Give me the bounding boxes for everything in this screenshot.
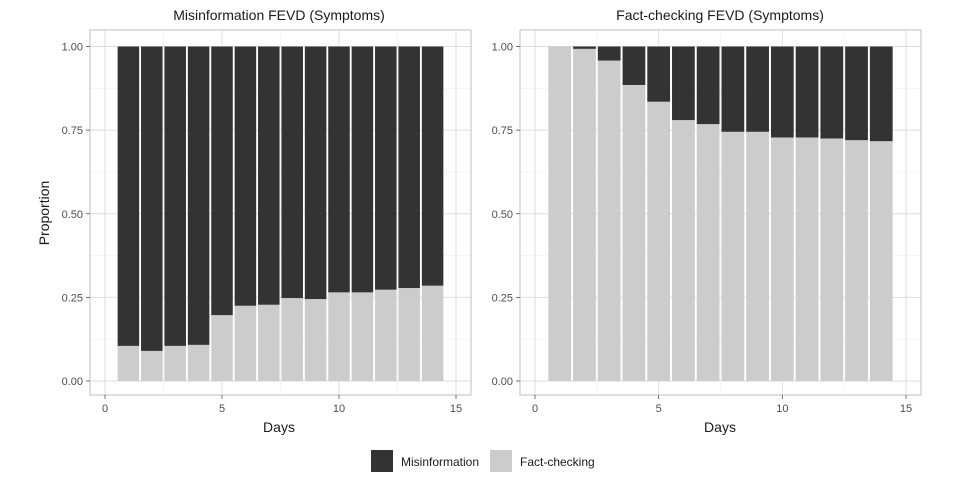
bar-stack-group — [117, 46, 444, 381]
x-axis-ticks: 0 5 10 15 — [532, 395, 912, 415]
x-tick-label: 10 — [333, 403, 345, 415]
legend: Misinformation Fact-checking — [371, 450, 595, 472]
y-tick-label: 0.00 — [492, 376, 513, 388]
bar-fact-checking — [421, 285, 444, 381]
bar-fact-checking — [351, 292, 374, 381]
bar-fact-checking — [770, 137, 794, 381]
bar-misinformation — [164, 46, 186, 346]
bar-stack-group — [548, 46, 893, 382]
x-tick-label: 5 — [219, 403, 225, 415]
bar-fact-checking — [820, 138, 844, 381]
x-tick-label: 5 — [656, 403, 662, 415]
bar-misinformation — [351, 46, 374, 293]
bar-misinformation — [795, 46, 819, 138]
bar-fact-checking — [375, 289, 397, 381]
bar-misinformation — [141, 46, 163, 351]
bar-fact-checking — [647, 101, 671, 381]
bar-misinformation — [573, 46, 596, 49]
bar-misinformation — [845, 46, 868, 141]
y-tick-label: 0.75 — [492, 125, 513, 137]
x-tick-label: 10 — [776, 403, 788, 415]
panel-border — [89, 29, 472, 396]
bar-fact-checking — [234, 305, 257, 381]
bar-fact-checking — [258, 304, 280, 381]
y-tick-label: 1.00 — [62, 42, 83, 54]
bar-fact-checking — [795, 137, 819, 381]
bar-fact-checking — [573, 48, 596, 382]
bar-fact-checking — [304, 299, 327, 381]
bar-fact-checking — [548, 46, 572, 381]
legend-swatch-misinformation — [371, 450, 393, 472]
bar-misinformation — [281, 46, 303, 299]
y-tick-label: 0.00 — [62, 376, 83, 388]
bar-misinformation — [770, 46, 794, 138]
bar-misinformation — [304, 46, 327, 300]
y-tick-label: 0.50 — [492, 209, 513, 221]
bar-misinformation — [597, 46, 621, 61]
bar-fact-checking — [211, 315, 233, 381]
bar-misinformation — [647, 46, 671, 102]
y-axis-ticks: 0.00 0.25 0.50 0.75 1.00 — [62, 42, 90, 388]
bar-fact-checking — [696, 124, 720, 381]
bar-misinformation — [211, 46, 233, 316]
bar-misinformation — [421, 46, 444, 286]
bar-fact-checking — [845, 140, 868, 381]
bar-misinformation — [696, 46, 720, 125]
bar-misinformation — [234, 46, 257, 306]
y-tick-label: 1.00 — [492, 42, 513, 54]
bar-fact-checking — [398, 288, 420, 381]
bar-fact-checking — [164, 345, 186, 381]
bar-fact-checking — [672, 120, 695, 381]
panel-title: Misinformation FEVD (Symptoms) — [173, 7, 385, 23]
y-axis-title: Proportion — [36, 181, 52, 246]
y-tick-label: 0.25 — [492, 292, 513, 304]
legend-label-fact-checking: Fact-checking — [520, 455, 595, 469]
bar-misinformation — [328, 46, 350, 293]
legend-swatch-fact-checking — [490, 450, 512, 472]
bar-fact-checking — [721, 131, 745, 381]
y-axis-ticks: 0.00 0.25 0.50 0.75 1.00 — [492, 42, 520, 388]
x-axis-title: Days — [704, 419, 736, 435]
x-tick-label: 0 — [532, 403, 538, 415]
bar-fact-checking — [869, 141, 893, 381]
y-tick-label: 0.50 — [62, 209, 83, 221]
y-tick-label: 0.25 — [62, 292, 83, 304]
x-tick-label: 15 — [450, 403, 462, 415]
bar-fact-checking — [117, 345, 140, 381]
x-tick-label: 15 — [900, 403, 912, 415]
bar-misinformation — [869, 46, 893, 142]
x-tick-label: 0 — [102, 403, 108, 415]
bar-misinformation — [721, 46, 745, 132]
bar-fact-checking — [746, 131, 769, 381]
bar-fact-checking — [141, 350, 163, 381]
bar-fact-checking — [597, 60, 621, 381]
panel-misinformation-fevd: Misinformation FEVD (Symptoms) 0.000.250… — [36, 7, 472, 435]
bar-misinformation — [820, 46, 844, 139]
x-axis-ticks: 0 5 10 15 — [102, 395, 462, 415]
bar-fact-checking — [281, 298, 303, 381]
bar-fact-checking — [622, 84, 646, 381]
bar-misinformation — [375, 46, 397, 290]
x-axis-title: Days — [263, 419, 295, 435]
bar-misinformation — [622, 46, 646, 85]
bar-misinformation — [746, 46, 769, 132]
panel-fact-checking-fevd: Fact-checking FEVD (Symptoms) 0.000.250.… — [492, 7, 922, 435]
bar-misinformation — [398, 46, 420, 289]
bar-misinformation — [672, 46, 695, 121]
bar-fact-checking — [187, 344, 210, 381]
bar-misinformation — [258, 46, 280, 305]
bar-misinformation — [187, 46, 210, 345]
legend-label-misinformation: Misinformation — [401, 455, 479, 469]
bar-misinformation — [117, 46, 140, 346]
y-tick-label: 0.75 — [62, 125, 83, 137]
panel-border — [519, 29, 922, 396]
bar-fact-checking — [328, 292, 350, 381]
panel-title: Fact-checking FEVD (Symptoms) — [616, 7, 824, 23]
